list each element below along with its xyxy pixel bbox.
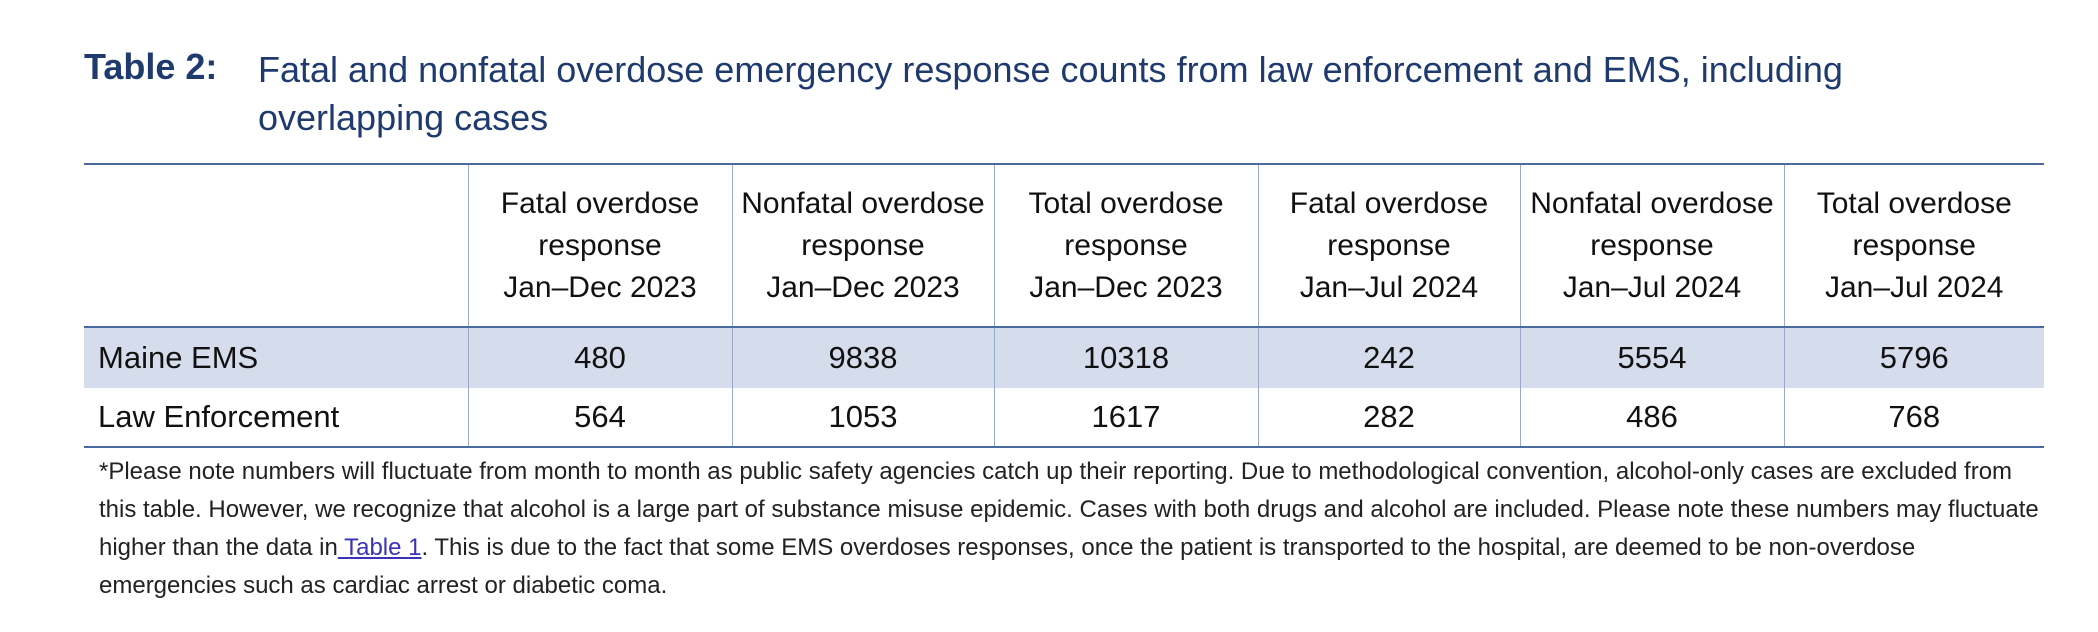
cell-value: 10318 — [993, 327, 1258, 388]
cell-value: 1053 — [731, 388, 994, 448]
table-label: Table 2: — [84, 46, 218, 87]
cell-value: 564 — [467, 388, 732, 448]
header-row: Fatal overdose response Jan–Dec 2023 Nonf… — [84, 163, 2044, 328]
data-table: Fatal overdose response Jan–Dec 2023 Nonf… — [84, 163, 2044, 448]
row-label: Law Enforcement — [84, 388, 468, 448]
cell-value: 486 — [1519, 388, 1784, 448]
table-title: Fatal and nonfatal overdose emergency re… — [258, 49, 1843, 138]
cell-value: 5554 — [1519, 327, 1784, 388]
footnote-text: *Please note numbers will fluctuate from… — [99, 458, 2039, 561]
column-header: Nonfatal overdose response Jan–Dec 2023 — [731, 163, 994, 328]
cell-value: 282 — [1257, 388, 1520, 448]
cell-value: 1617 — [993, 388, 1258, 448]
footnote: *Please note numbers will fluctuate from… — [99, 453, 2049, 605]
header-cell — [84, 163, 468, 328]
column-header: Fatal overdose response Jan–Jul 2024 — [1257, 163, 1520, 328]
row-label: Maine EMS — [84, 327, 468, 388]
cell-value: 768 — [1783, 388, 2044, 448]
table-row: Law Enforcement 564 1053 1617 282 486 768 — [84, 388, 2044, 448]
table-row: Maine EMS 480 9838 10318 242 5554 5796 — [84, 327, 2044, 388]
column-header: Total overdose response Jan–Dec 2023 — [993, 163, 1258, 328]
column-header: Nonfatal overdose response Jan–Jul 2024 — [1519, 163, 1784, 328]
footnote-text: . This is due to the fact that some EMS … — [99, 534, 1916, 599]
table-body: Maine EMS 480 9838 10318 242 5554 5796 Law Enfo… — [84, 327, 2044, 448]
column-header: Total overdose response Jan–Jul 2024 — [1783, 163, 2044, 328]
table-link[interactable]: Table 1 — [337, 534, 422, 561]
cell-value: 480 — [467, 327, 732, 388]
column-header: Fatal overdose response Jan–Dec 2023 — [467, 163, 732, 328]
cell-value: 242 — [1257, 327, 1520, 388]
cell-value: 5796 — [1783, 327, 2044, 388]
cell-value: 9838 — [731, 327, 994, 388]
